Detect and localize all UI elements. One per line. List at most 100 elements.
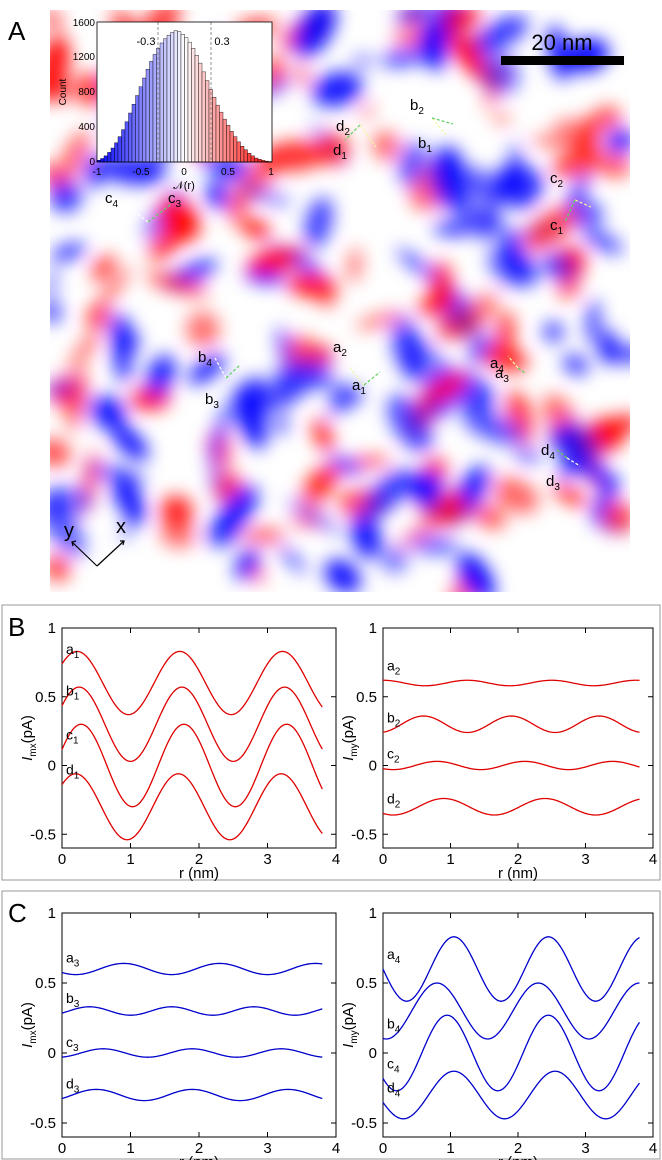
series-label-a3: a3: [66, 949, 80, 969]
site-label-a1: a1: [352, 377, 366, 397]
map-patch: [353, 55, 373, 66]
series-label-c3: c3: [66, 1034, 79, 1054]
series-label-b2: b2: [387, 709, 401, 729]
map-patch: [98, 156, 165, 185]
map-patch: [108, 314, 130, 339]
map-patch: [50, 10, 63, 32]
site-label-c1: c1: [550, 217, 564, 237]
series-line-a2: [382, 679, 640, 687]
scale-bar: [501, 56, 624, 65]
panel-b-letter: B: [8, 612, 25, 642]
map-patch: [159, 197, 200, 242]
hist-bar: [212, 97, 217, 163]
hist-bar: [131, 104, 136, 163]
site-label-d3: d3: [546, 473, 560, 493]
map-patch: [276, 327, 292, 363]
map-patch: [50, 75, 72, 103]
map-patch: [391, 317, 427, 382]
hist-bar: [152, 54, 157, 163]
x-tick-label: 3: [263, 1140, 271, 1157]
map-patch: [592, 423, 624, 451]
x-tick-label: 0: [379, 1140, 387, 1157]
inset-xtick-0: -1: [93, 167, 102, 178]
map-patch: [84, 155, 105, 188]
map-patch: [206, 518, 241, 547]
inset-ytick-3: 1200: [73, 52, 96, 63]
hist-bar: [205, 80, 210, 163]
inset-ylabel: Count: [58, 78, 69, 105]
hist-bar: [159, 42, 164, 163]
map-patch: [244, 271, 287, 284]
x-tick-label: 4: [332, 851, 340, 868]
map-patch: [50, 555, 70, 581]
map-patch: [457, 552, 495, 592]
map-patch: [50, 37, 69, 59]
map-patch: [360, 103, 374, 119]
inset-ytick-4: 1600: [73, 18, 96, 29]
map-patch: [399, 514, 447, 546]
map-patch: [295, 63, 309, 87]
map-patch: [68, 326, 102, 374]
map-patch: [111, 423, 149, 461]
map-patch: [233, 386, 267, 449]
map-patch: [481, 204, 502, 233]
hist-bar: [149, 61, 154, 163]
hist-bar: [243, 149, 248, 163]
axis-label-x: x: [116, 516, 126, 538]
series-label-a1: a1: [66, 641, 80, 661]
hist-bar: [247, 153, 252, 163]
inset-xtick-4: 1: [268, 167, 274, 178]
series-line-d4: [382, 1070, 641, 1120]
map-patch: [50, 303, 62, 323]
map-patch: [67, 369, 87, 431]
map-patch: [558, 273, 580, 299]
hist-bar: [222, 118, 227, 163]
y-tick-label: 0.5: [35, 689, 56, 706]
map-patch: [523, 206, 578, 251]
map-patch: [492, 113, 511, 124]
x-tick-label: 0: [58, 1140, 66, 1157]
x-axis-label: r (nm): [179, 865, 219, 882]
map-patch: [496, 310, 515, 357]
map-patch: [539, 253, 575, 280]
map-patch: [566, 170, 590, 215]
threshold-label-neg: -0.3: [137, 36, 156, 48]
map-patch: [423, 344, 443, 366]
map-patch: [50, 486, 92, 520]
map-patch: [553, 158, 574, 177]
map-patch: [312, 71, 363, 107]
map-patch: [91, 266, 131, 318]
map-patch: [452, 196, 494, 241]
series-label-a2: a2: [387, 657, 401, 677]
map-patch: [600, 329, 617, 365]
panel-c-frame: [1, 890, 661, 1160]
site-label-c4: c4: [105, 190, 119, 210]
y-tick-label: -0.5: [30, 826, 56, 843]
hist-bar: [135, 95, 140, 163]
hist-bar: [117, 136, 122, 163]
map-patch: [308, 345, 334, 364]
map-patch: [475, 165, 526, 204]
y-axis-label: Imy(pA): [340, 715, 360, 761]
map-patch: [433, 222, 473, 236]
y-tick-label: -0.5: [351, 826, 377, 843]
hist-bar: [187, 41, 192, 163]
map-patch: [594, 105, 621, 130]
map-patch: [582, 229, 624, 254]
map-patch: [226, 191, 246, 228]
y-axis-label: Imx(pA): [19, 1002, 39, 1048]
site-label-d1: d1: [333, 142, 347, 162]
series-line-c3: [61, 1048, 323, 1058]
map-patch: [591, 476, 619, 522]
map-patch: [556, 421, 577, 452]
series-line-b3: [61, 1006, 323, 1016]
map-patch: [381, 48, 427, 67]
map-patch: [116, 473, 145, 525]
y-tick-label: 1: [369, 620, 377, 637]
scale-bar-label: 20 nm: [531, 30, 592, 55]
map-patch: [424, 373, 467, 403]
site-label-group: d2 d1 b2 b1 c2 c1 c4 c3 a2 a1 b4 b3 a4 a…: [105, 97, 564, 493]
